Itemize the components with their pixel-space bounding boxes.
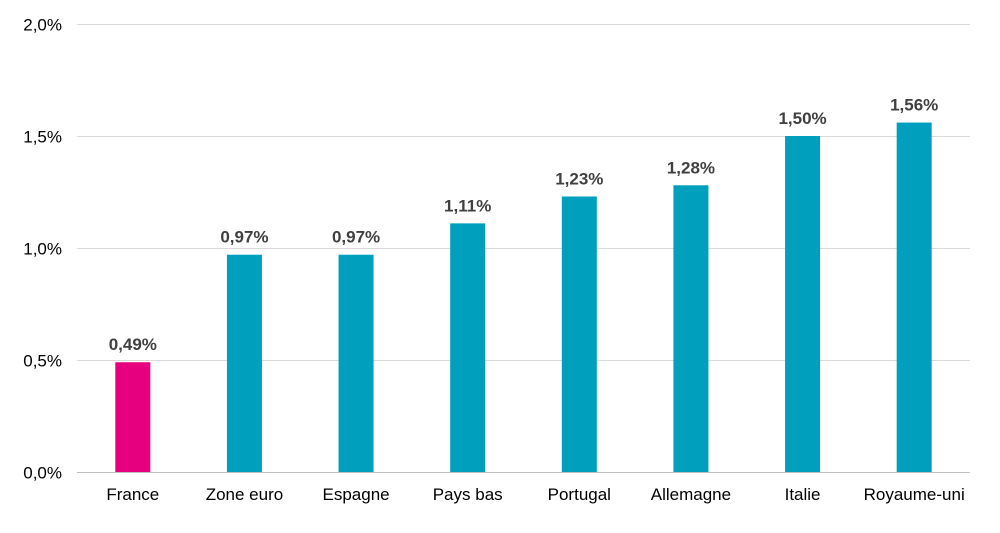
x-tick-label: Zone euro xyxy=(206,485,284,504)
y-tick-label: 1,0% xyxy=(23,240,62,259)
y-axis-ticks: 0,0% 0,5% 1,0% 1,5% 2,0% xyxy=(23,16,62,483)
x-tick-label: Allemagne xyxy=(651,485,731,504)
x-tick-label: Royaume-uni xyxy=(864,485,965,504)
bar-pays-bas xyxy=(450,223,486,472)
gridlines xyxy=(77,24,970,361)
data-label: 0,97% xyxy=(220,228,268,247)
x-tick-label: France xyxy=(106,485,159,504)
bar-espagne xyxy=(338,254,374,472)
bar-zone-euro xyxy=(226,254,262,472)
data-label: 1,56% xyxy=(890,96,938,115)
y-tick-label: 0,5% xyxy=(23,352,62,371)
x-tick-label: Pays bas xyxy=(433,485,503,504)
data-label: 1,50% xyxy=(778,109,826,128)
bar-portugal xyxy=(561,196,597,473)
data-label: 0,49% xyxy=(109,335,157,354)
data-label: 1,28% xyxy=(667,158,715,177)
bar-italie xyxy=(785,136,821,472)
y-tick-label: 0,0% xyxy=(23,464,62,483)
y-tick-label: 1,5% xyxy=(23,128,62,147)
x-tick-label: Italie xyxy=(785,485,821,504)
data-label: 0,97% xyxy=(332,228,380,247)
y-tick-label: 2,0% xyxy=(23,16,62,35)
bar-france xyxy=(115,362,151,472)
x-tick-label: Espagne xyxy=(323,485,390,504)
bars xyxy=(115,122,932,473)
x-axis-labels: France Zone euro Espagne Pays bas Portugal Al… xyxy=(106,485,964,504)
data-label: 1,11% xyxy=(444,196,491,215)
bar-allemagne xyxy=(673,185,709,472)
x-tick-label: Portugal xyxy=(548,485,611,504)
bar-royaume-uni xyxy=(896,122,932,472)
value-labels: 0,49% 0,97% 0,97% 1,11% 1,23% 1,28% 1,50% 1,56% xyxy=(109,96,939,355)
data-label: 1,23% xyxy=(555,169,603,188)
